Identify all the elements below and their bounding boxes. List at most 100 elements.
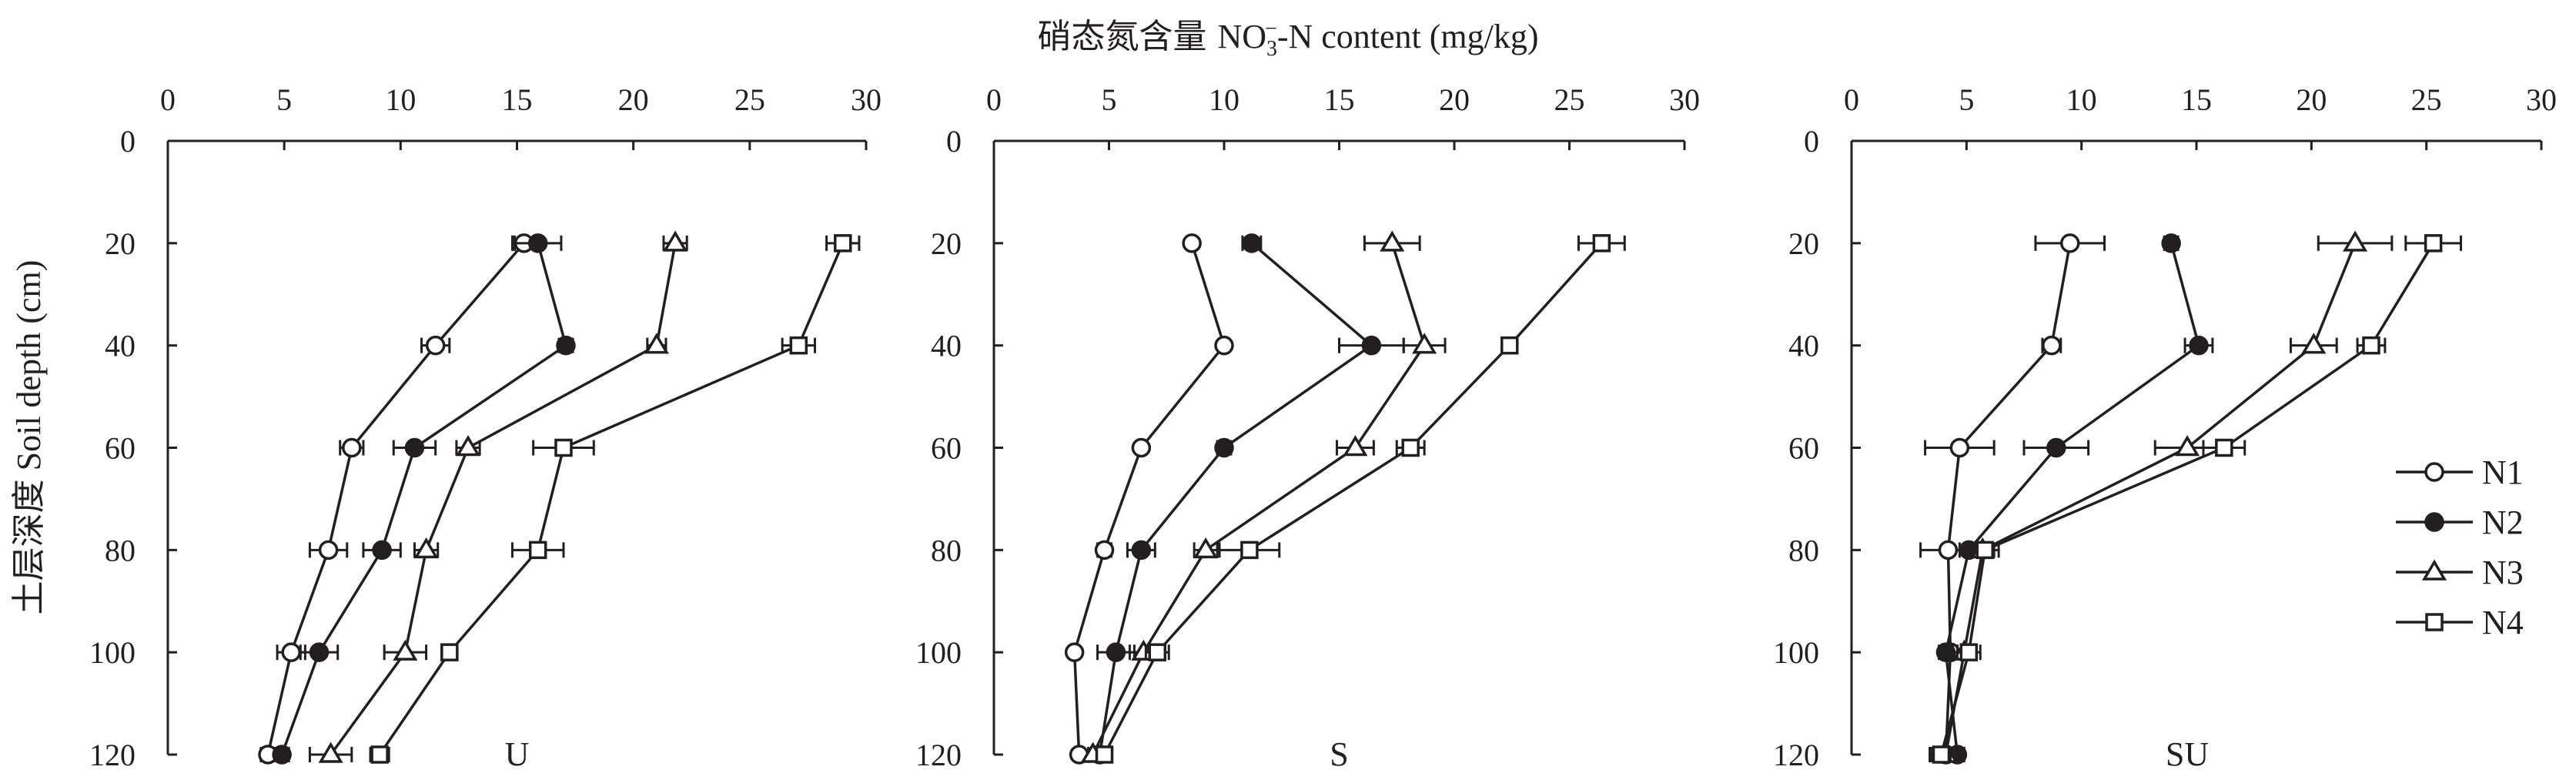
legend-item-N1: N1	[2396, 454, 2524, 491]
series-N2	[272, 233, 576, 765]
x-tick-label: 10	[1209, 82, 1239, 117]
x-tick-label: 0	[160, 82, 176, 117]
panel-S: 0 5 10 15 20 25 30 0 20 40 60 80 100 120 S	[915, 82, 1700, 773]
x-tick-label: 0	[1844, 82, 1859, 117]
data-point-N4	[1148, 643, 1167, 661]
data-point-N3	[2174, 435, 2200, 457]
data-point-N4	[554, 438, 573, 457]
series-line	[280, 243, 568, 755]
x-tick-label: 5	[276, 82, 292, 117]
series-N3	[1933, 230, 2394, 763]
data-point-N2	[1214, 437, 1234, 458]
series-N2	[1935, 233, 2214, 765]
series-line	[1098, 242, 1374, 755]
y-axis-title: 土层深度 Soil depth (cm)	[10, 260, 48, 615]
data-point-N4	[1975, 541, 1994, 560]
data-point-N3	[393, 639, 418, 661]
data-point-N2	[1131, 540, 1152, 561]
x-tick-label: 20	[2296, 82, 2327, 117]
y-tick-label: 60	[1788, 431, 1819, 466]
series-line	[1072, 243, 1226, 755]
x-tick-label: 30	[851, 82, 882, 117]
data-point-N3	[1412, 333, 1437, 354]
data-point-N1	[1094, 540, 1115, 561]
series-N4	[1931, 234, 2462, 764]
x-tick-label: 10	[2066, 82, 2097, 117]
x-tick-label: 5	[1102, 82, 1117, 117]
x-axis-title-zh: 硝态氮含量	[1037, 18, 1206, 55]
data-point-N2	[1361, 335, 1382, 356]
y-tick-label: 120	[1773, 738, 1819, 772]
y-tick-label: 0	[1804, 124, 1819, 159]
legend-marker	[2424, 462, 2444, 482]
y-tick-label: 80	[105, 533, 135, 567]
data-point-N4	[2424, 234, 2443, 253]
y-tick-label: 40	[931, 329, 962, 363]
series-line	[1944, 243, 2200, 755]
data-point-N2	[527, 233, 548, 253]
data-point-N2	[372, 540, 392, 561]
data-point-N1	[425, 335, 446, 356]
data-point-N1	[318, 540, 339, 561]
panel-SU: 0 5 10 15 20 25 30 0 20 40 60 80 100 120 SU	[1773, 82, 2557, 773]
x-tick-label: 10	[385, 82, 416, 117]
series-line	[1944, 243, 2072, 755]
x-tick-label: 15	[2181, 82, 2212, 117]
series-line	[1092, 243, 1427, 755]
data-point-N2	[2046, 437, 2066, 458]
y-tick-label: 100	[89, 635, 135, 670]
data-point-N2	[556, 335, 576, 356]
data-point-N1	[1182, 233, 1202, 253]
data-point-N3	[1380, 230, 1405, 252]
data-point-N3	[413, 537, 439, 559]
data-point-N1	[1938, 540, 1959, 561]
series-N3	[1080, 230, 1447, 763]
x-tick-label: 15	[1324, 82, 1355, 117]
data-point-N4	[834, 234, 852, 253]
series-line	[1102, 242, 1603, 755]
y-tick-label: 60	[105, 431, 135, 466]
data-point-N2	[272, 745, 292, 765]
legend-item-N4: N4	[2396, 604, 2524, 641]
x-axis-title-prefix: NO	[1217, 18, 1266, 55]
data-point-N2	[2161, 233, 2181, 253]
y-tick-label: 100	[915, 635, 962, 670]
series-N4	[1095, 234, 1626, 764]
data-point-N4	[370, 745, 389, 764]
series-line	[330, 243, 677, 756]
panel-label: SU	[2166, 735, 2209, 773]
series-line	[378, 243, 845, 755]
data-point-N4	[1095, 745, 1114, 764]
series-line	[1944, 243, 2357, 755]
x-tick-label: 0	[986, 82, 1002, 117]
data-point-N4	[1240, 541, 1259, 560]
panel-label: S	[1330, 735, 1348, 773]
x-tick-label: 20	[618, 82, 649, 117]
panel-U: 0 5 10 15 20 25 30 0 20 40 60 80 100 120 U	[89, 82, 882, 773]
data-point-N4	[1500, 336, 1519, 355]
data-point-N3	[318, 742, 343, 763]
x-axis-title-suffix: -N content (mg/kg)	[1277, 18, 1539, 55]
data-point-N3	[2301, 333, 2327, 354]
data-point-N4	[1401, 438, 1420, 457]
data-point-N2	[404, 437, 425, 458]
legend-item-N3: N3	[2396, 554, 2524, 591]
data-point-N1	[1131, 437, 1152, 458]
data-point-N3	[644, 333, 669, 354]
x-tick-label: 30	[2526, 82, 2557, 117]
data-point-N3	[2343, 230, 2368, 252]
data-point-N1	[1214, 335, 1234, 356]
y-tick-label: 80	[931, 533, 962, 567]
legend-item-N2: N2	[2396, 504, 2524, 541]
data-point-N1	[1949, 437, 1970, 458]
series-line	[266, 242, 525, 755]
series-N4	[369, 234, 861, 764]
y-tick-label: 80	[1788, 533, 1819, 567]
x-tick-label: 15	[502, 82, 533, 117]
data-point-N1	[1064, 642, 1085, 662]
legend-label: N3	[2482, 554, 2524, 591]
y-tick-label: 0	[946, 124, 962, 159]
data-point-N1	[342, 437, 362, 458]
x-tick-label: 30	[1669, 82, 1700, 117]
